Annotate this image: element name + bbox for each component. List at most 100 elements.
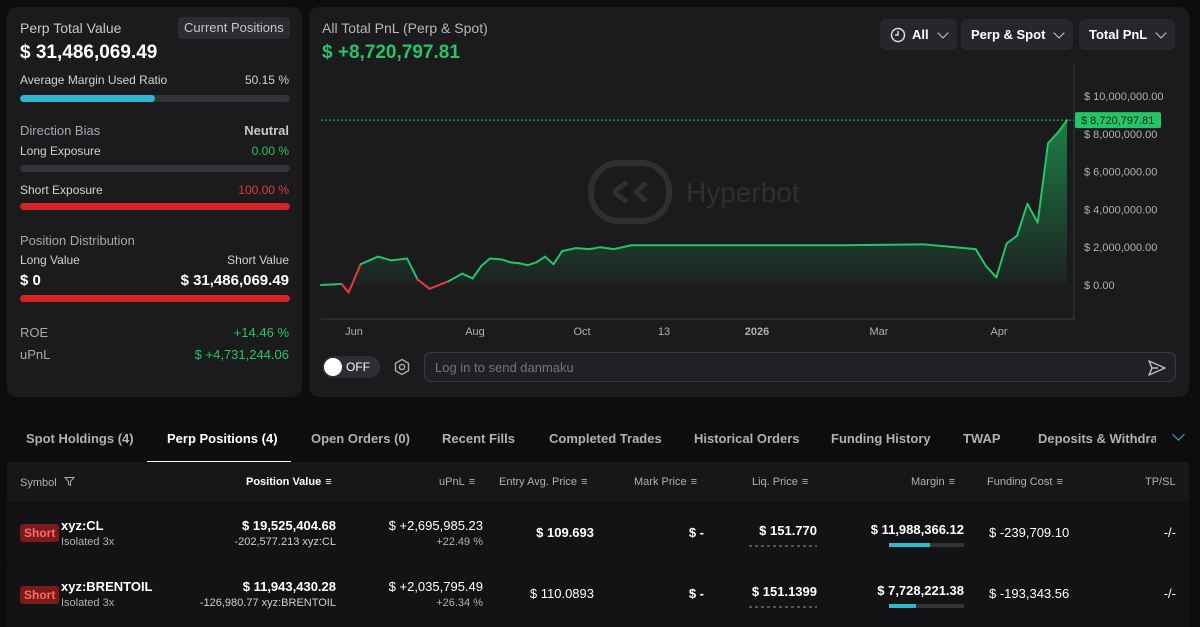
watermark-text: Hyperbot bbox=[686, 177, 800, 208]
pnl-line-segment bbox=[588, 246, 602, 251]
pnl-line-segment bbox=[1036, 142, 1050, 224]
header-entry-avg-price[interactable]: Entry Avg. Price ≡ bbox=[499, 476, 588, 488]
mark-price: $ - bbox=[688, 525, 704, 540]
tab-funding-history[interactable]: Funding History bbox=[831, 431, 931, 446]
table-row[interactable]: Short xyz:CL Isolated 3x $ 19,525,404.68… bbox=[7, 503, 1189, 563]
pnl-line-segment bbox=[985, 265, 998, 279]
metric-dropdown[interactable]: Total PnL bbox=[1079, 19, 1176, 50]
tabs-more-chevron-icon[interactable] bbox=[1172, 428, 1185, 441]
short-exposure-bar bbox=[20, 203, 290, 210]
danmaku-input[interactable] bbox=[425, 353, 1125, 381]
toggle-label: OFF bbox=[346, 360, 370, 374]
header-funding-cost[interactable]: Funding Cost ≡ bbox=[987, 476, 1063, 488]
tab-recent-fills[interactable]: Recent Fills bbox=[442, 431, 515, 446]
pnl-line-segment bbox=[509, 261, 521, 265]
long-exposure-bar bbox=[20, 165, 290, 172]
header-position-value[interactable]: Position Value ≡ bbox=[246, 476, 332, 488]
y-tick-label: $ 4,000,000.00 bbox=[1084, 204, 1157, 216]
range-dropdown[interactable]: All bbox=[880, 19, 957, 50]
margin-bar-fill bbox=[889, 604, 916, 608]
avg-margin-bar-fill bbox=[20, 95, 156, 102]
current-value-tag-text: $ 8,720,797.81 bbox=[1081, 115, 1154, 127]
toggle-knob bbox=[324, 358, 342, 376]
header-mark-price[interactable]: Mark Price ≡ bbox=[634, 476, 697, 488]
tab-twap[interactable]: TWAP bbox=[963, 431, 1001, 446]
pnl-chart-panel: All Total PnL (Perp & Spot) $ +8,720,797… bbox=[309, 7, 1189, 397]
pnl-line-segment bbox=[461, 272, 474, 280]
funding-cost: $ -239,709.10 bbox=[989, 525, 1070, 540]
send-icon[interactable] bbox=[1147, 358, 1167, 378]
settings-icon[interactable] bbox=[393, 358, 411, 376]
pnl-line-segment bbox=[390, 257, 409, 262]
pnl-chart: Hyperbot $ 10,000,000.00 $ 8,000,000.00 $ … bbox=[320, 65, 1164, 337]
position-value: $ 11,943,430.28 bbox=[242, 579, 336, 594]
y-tick-label: $ 10,000,000.00 bbox=[1084, 91, 1164, 103]
tab-deposits-withdraw[interactable]: Deposits & Withdraw bbox=[1038, 431, 1156, 446]
scope-value: Perp & Spot bbox=[971, 27, 1046, 42]
position-summary-panel: Perp Total Value Current Positions $ 31,… bbox=[7, 7, 302, 397]
tab-spot-holdings[interactable]: Spot Holdings (4) bbox=[26, 431, 134, 446]
y-tick-label: $ 0.00 bbox=[1084, 280, 1115, 292]
x-tick-label: 13 bbox=[658, 326, 670, 337]
pnl-line-segment bbox=[923, 243, 977, 251]
pnl-line-segment bbox=[320, 283, 343, 286]
symbol[interactable]: xyz:CL bbox=[61, 518, 104, 533]
tab-open-orders[interactable]: Open Orders (0) bbox=[311, 431, 410, 446]
perp-total-value: $ 31,486,069.49 bbox=[20, 42, 158, 63]
header-liq-price[interactable]: Liq. Price ≡ bbox=[752, 476, 809, 488]
avg-margin-bar bbox=[20, 95, 290, 102]
current-positions-button[interactable]: Current Positions bbox=[178, 17, 290, 39]
upnl: $ +2,695,985.23 bbox=[388, 518, 483, 533]
pnl-line-segment bbox=[612, 244, 633, 251]
long-exposure-label: Long Exposure bbox=[20, 144, 101, 158]
pnl-line-segment bbox=[552, 249, 564, 266]
leverage: Isolated 3x bbox=[61, 597, 115, 609]
filter-icon[interactable] bbox=[63, 476, 75, 487]
danmaku-toggle[interactable]: OFF bbox=[322, 356, 380, 378]
avg-margin-label: Average Margin Used Ratio bbox=[20, 73, 168, 87]
tab-completed-trades[interactable]: Completed Trades bbox=[549, 431, 662, 446]
sort-icon: ≡ bbox=[1056, 476, 1063, 488]
pnl-line-segment bbox=[518, 262, 529, 267]
pnl-line-segment bbox=[347, 263, 362, 294]
header-margin[interactable]: Margin ≡ bbox=[911, 476, 956, 488]
margin-bar bbox=[889, 543, 964, 547]
leverage: Isolated 3x bbox=[61, 536, 115, 548]
table-row[interactable]: Short xyz:BRENTOIL Isolated 3x $ 11,943,… bbox=[7, 564, 1189, 627]
side-badge: Short bbox=[20, 524, 60, 542]
liq-price: $ 151.770 bbox=[759, 523, 817, 538]
tpsl[interactable]: -/- bbox=[1163, 586, 1176, 601]
roe-value: +14.46 % bbox=[233, 325, 289, 340]
pnl-line-segment bbox=[599, 246, 615, 251]
pnl-line-segment bbox=[1026, 202, 1039, 224]
x-tick-label: Oct bbox=[573, 326, 590, 337]
x-tick-label: Mar bbox=[870, 326, 889, 337]
upnl-pct: +22.49 % bbox=[436, 536, 483, 548]
tab-historical-orders[interactable]: Historical Orders bbox=[694, 431, 800, 446]
sort-icon: ≡ bbox=[801, 476, 809, 488]
pnl-line-segment bbox=[447, 272, 464, 283]
watermark-logo: Hyperbot bbox=[588, 160, 800, 224]
sort-icon: ≡ bbox=[948, 476, 956, 488]
tab-perp-positions[interactable]: Perp Positions (4) bbox=[167, 431, 278, 446]
position-distribution-label: Position Distribution bbox=[20, 233, 135, 248]
short-exposure-label: Short Exposure bbox=[20, 183, 103, 197]
pnl-line-segment bbox=[340, 283, 350, 294]
y-tick-label: $ 8,000,000.00 bbox=[1084, 129, 1157, 141]
symbol[interactable]: xyz:BRENTOIL bbox=[61, 579, 153, 594]
tpsl[interactable]: -/- bbox=[1163, 525, 1176, 540]
pnl-line-segment bbox=[526, 261, 538, 267]
range-value: All bbox=[912, 27, 929, 42]
entry-price: $ 109.693 bbox=[536, 525, 594, 540]
mark-price: $ - bbox=[688, 586, 704, 601]
danmaku-input-wrap bbox=[424, 352, 1176, 382]
short-exposure-bar-fill bbox=[20, 203, 290, 210]
pnl-line-segment bbox=[500, 258, 512, 264]
pnl-line-segment bbox=[406, 257, 419, 281]
header-symbol[interactable]: Symbol bbox=[20, 476, 75, 489]
header-upnl[interactable]: uPnL ≡ bbox=[439, 476, 476, 488]
scope-dropdown[interactable]: Perp & Spot bbox=[961, 19, 1074, 50]
upnl-value: $ +4,731,244.06 bbox=[194, 347, 289, 362]
clock-icon bbox=[890, 27, 906, 42]
pnl-line-segment bbox=[480, 257, 491, 268]
